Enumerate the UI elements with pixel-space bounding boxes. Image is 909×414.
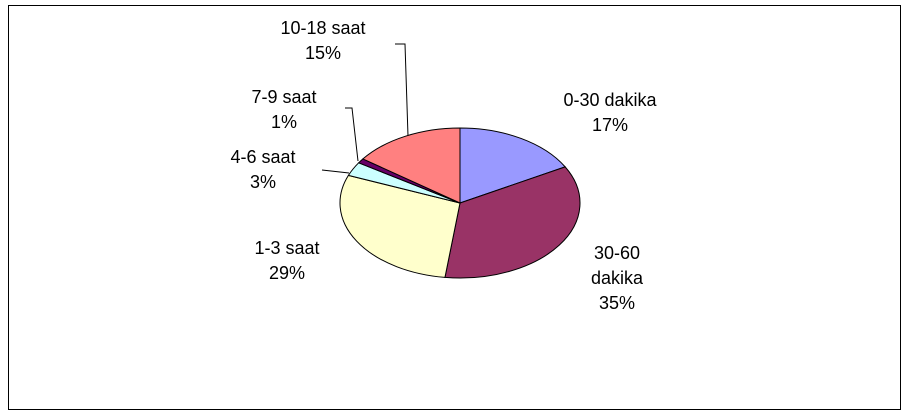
data-label: 0-30 dakika 17% [563, 88, 656, 138]
pie-slice [459, 127, 567, 204]
value-label: 1% [270, 112, 298, 132]
value-label: 29% [268, 263, 306, 283]
category-label: 1-3 saat [254, 238, 320, 258]
value-label: 17% [591, 115, 629, 135]
pie-slice [361, 127, 461, 204]
leader-line [395, 43, 409, 137]
value-label: 15% [304, 43, 342, 63]
pie-slice [339, 174, 461, 278]
data-label: 1-3 saat 29% [254, 236, 319, 286]
category-label: 10-18 saat [280, 18, 366, 38]
leader-line [345, 107, 359, 162]
category-label: 7-9 saat [251, 87, 317, 107]
data-label: 30-60 dakika 35% [582, 241, 652, 316]
data-label: 7-9 saat 1% [251, 85, 316, 135]
category-label: 30-60 dakika [590, 243, 644, 288]
pie-slice [444, 166, 581, 279]
leader-line [321, 169, 350, 174]
data-label: 10-18 saat 15% [280, 16, 365, 66]
value-label: 35% [598, 293, 636, 313]
category-label: 0-30 dakika [563, 90, 657, 110]
category-label: 4-6 saat [230, 147, 296, 167]
value-label: 3% [249, 172, 277, 192]
data-label: 4-6 saat 3% [230, 145, 295, 195]
